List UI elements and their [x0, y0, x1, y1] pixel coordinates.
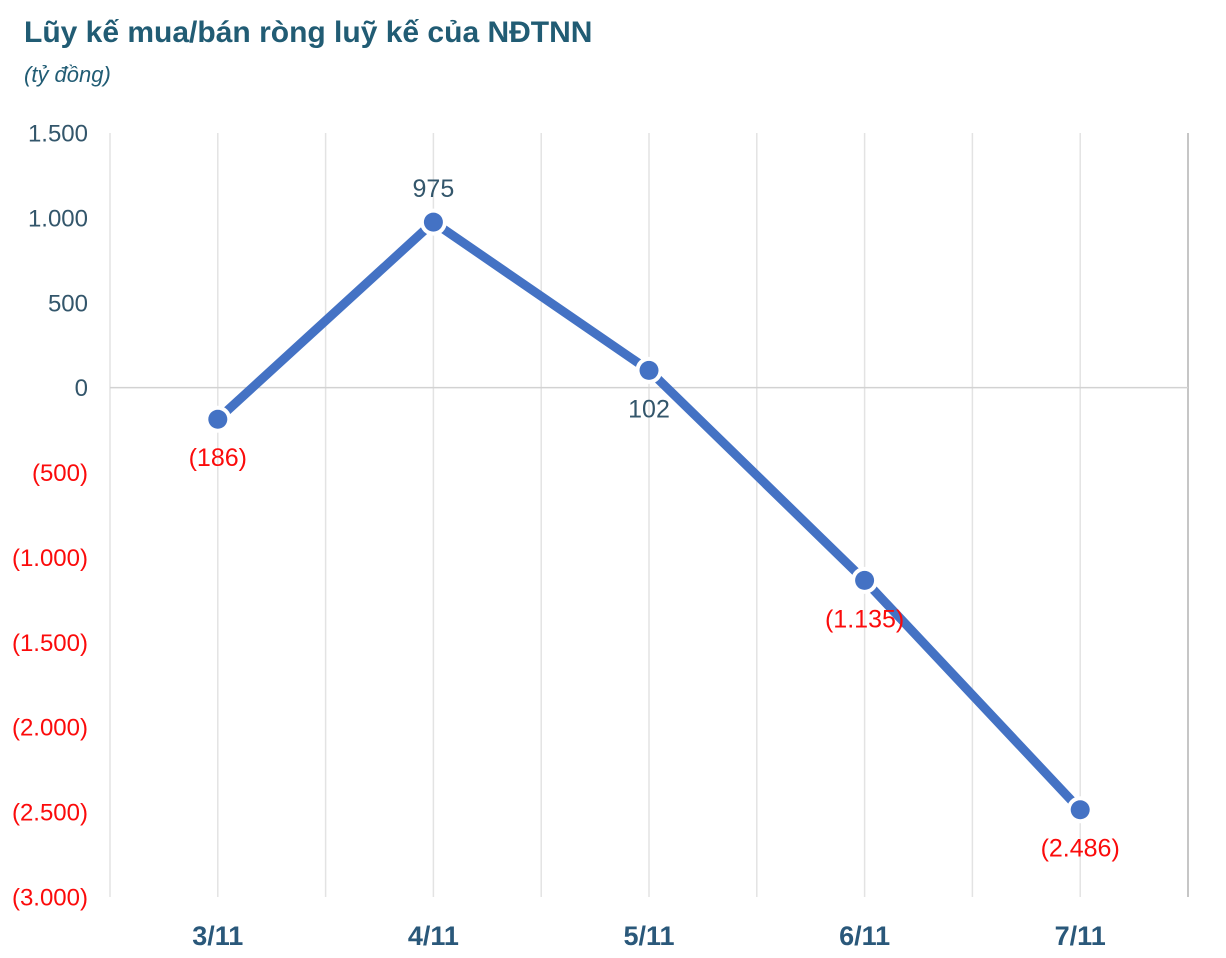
data-label: 102	[628, 395, 670, 423]
y-tick-label: 1.000	[28, 205, 88, 232]
y-tick-label: (1.000)	[12, 545, 88, 572]
x-tick-label: 4/11	[408, 921, 459, 951]
y-tick-label: 1.500	[28, 121, 88, 148]
data-point-marker	[639, 360, 659, 380]
y-tick-label: (500)	[32, 460, 88, 487]
y-tick-label: (2.000)	[12, 715, 88, 742]
data-point-marker	[208, 409, 228, 429]
x-tick-label: 6/11	[839, 921, 890, 951]
x-tick-label: 3/11	[192, 921, 243, 951]
x-tick-label: 7/11	[1055, 921, 1106, 951]
data-label: (186)	[189, 444, 247, 472]
y-tick-label: (2.500)	[12, 800, 88, 827]
data-point-marker	[1070, 800, 1090, 820]
chart-unit-label: (tỷ đồng)	[24, 62, 111, 87]
y-tick-label: 0	[75, 375, 88, 402]
y-tick-label: (3.000)	[12, 885, 88, 912]
data-label: 975	[413, 175, 455, 203]
x-tick-label: 5/11	[623, 921, 674, 951]
data-point-marker	[855, 570, 875, 590]
y-tick-label: 500	[48, 290, 88, 317]
chart-title: Lũy kế mua/bán ròng luỹ kế của NĐTNN	[24, 16, 593, 49]
data-label: (2.486)	[1041, 835, 1120, 863]
data-point-marker	[423, 212, 443, 232]
data-label: (1.135)	[825, 605, 904, 633]
y-tick-label: (1.500)	[12, 630, 88, 657]
